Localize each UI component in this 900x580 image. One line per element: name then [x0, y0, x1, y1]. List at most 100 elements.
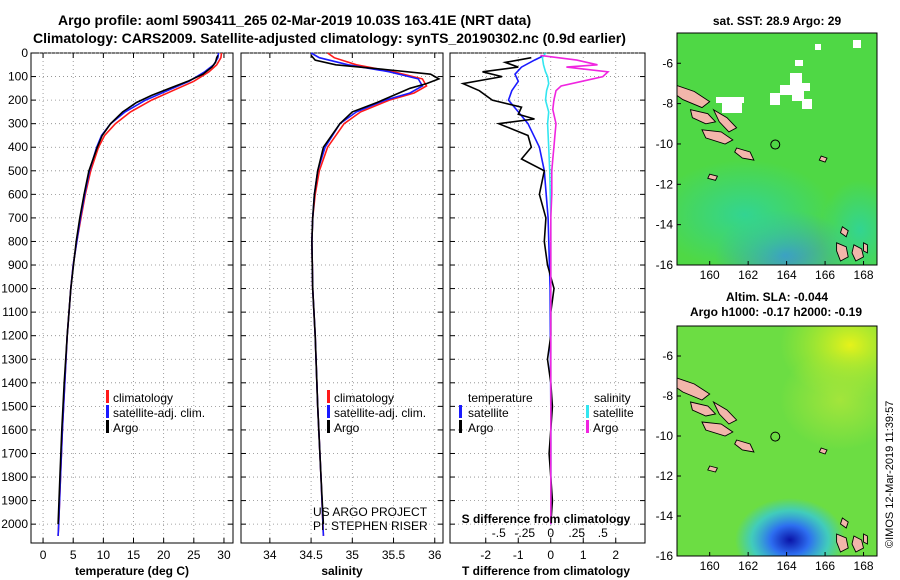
island	[712, 400, 738, 425]
island	[734, 439, 755, 453]
argo-location-marker	[770, 139, 781, 150]
legend-label-t-argo: Argo	[468, 421, 494, 435]
y-tick-label: 200	[8, 93, 28, 107]
legend-swatch-t-satellite	[459, 405, 462, 418]
island	[836, 533, 849, 553]
y-tick-label: 1600	[1, 423, 28, 437]
island	[836, 242, 849, 262]
x-tick-label: 20	[157, 548, 171, 562]
x-tick-label: 15	[127, 548, 141, 562]
y-tick-label: 600	[8, 187, 28, 201]
lon-tick-label: 168	[854, 559, 874, 573]
s-tick-label: .5	[598, 526, 608, 540]
y-tick-label: 1500	[1, 399, 28, 413]
temperature-panel: 0100200300400500600700800900100011001200…	[1, 46, 234, 578]
y-tick-label: 100	[8, 70, 28, 84]
x-tick-label: 0	[40, 548, 47, 562]
lat-tick-label: -14	[656, 218, 674, 232]
x-tick-label: 2	[612, 548, 619, 562]
lon-tick-label: 166	[815, 268, 835, 282]
sla-map-title: Altim. SLA: -0.044	[726, 290, 828, 304]
lon-tick-label: 166	[815, 559, 835, 573]
salinity-xlabel: salinity	[321, 564, 363, 578]
legend-title-salinity: salinity	[594, 391, 631, 405]
title-line-1: Argo profile: aoml 5903411_265 02-Mar-20…	[58, 12, 531, 28]
x-tick-label: 1	[580, 548, 587, 562]
island	[863, 242, 868, 254]
lon-tick-label: 162	[738, 268, 758, 282]
y-tick-label: 0	[21, 46, 28, 60]
island	[701, 421, 734, 437]
argo-location-marker	[770, 431, 781, 442]
island	[689, 401, 717, 417]
island	[839, 517, 849, 529]
s-tick-label: .25	[568, 526, 585, 540]
y-tick-label: 700	[8, 211, 28, 225]
x-tick-label: -2	[480, 548, 491, 562]
x-tick-label: 10	[97, 548, 111, 562]
sla-map-frame	[676, 325, 878, 557]
lon-tick-label: 162	[738, 559, 758, 573]
island	[707, 465, 719, 473]
legend-swatch-satellite	[106, 405, 109, 418]
y-tick-label: 1300	[1, 352, 28, 366]
island	[701, 129, 734, 145]
sst-map: sat. SST: 28.9 Argo: 29 160 162 164 166 168 -…	[656, 14, 878, 282]
x-tick-label: 34	[263, 548, 277, 562]
t-difference-xlabel: T difference from climatology	[462, 564, 630, 578]
lon-tick-label: 164	[777, 268, 797, 282]
legend-label-s-satellite: satellite	[593, 406, 634, 420]
legend-swatch-climatology	[106, 390, 109, 403]
cloud-mask	[716, 40, 861, 113]
sst-cool-patch	[820, 180, 877, 265]
island	[712, 108, 738, 133]
y-tick-label: 1200	[1, 329, 28, 343]
y-tick-label: 800	[8, 234, 28, 248]
island	[851, 535, 865, 553]
legend-swatch-t-argo	[459, 420, 462, 433]
difference-legend-right: salinity satellite Argo	[586, 391, 634, 435]
lon-tick-label: 160	[700, 268, 720, 282]
y-tick-label: 1000	[1, 282, 28, 296]
y-tick-label: 1800	[1, 470, 28, 484]
x-tick-label: -1	[513, 548, 524, 562]
x-tick-label: 0	[547, 548, 554, 562]
salinity-axes-frame	[240, 52, 444, 544]
s-tick-label: -.5	[492, 526, 506, 540]
legend-label-climatology: climatology	[113, 391, 173, 405]
y-tick-label: 1400	[1, 376, 28, 390]
x-tick-label: 30	[217, 548, 231, 562]
salinity-legend: climatology satellite-adj. clim. Argo	[327, 390, 426, 435]
lat-tick-label: -6	[662, 349, 673, 363]
island	[839, 225, 849, 238]
lon-tick-label: 168	[854, 268, 874, 282]
lat-tick-label: -16	[656, 549, 674, 563]
legend-title-temperature: temperature	[468, 391, 533, 405]
x-tick-label: 35.5	[382, 548, 406, 562]
legend-swatch-satellite	[327, 405, 330, 418]
y-tick-label: 2000	[1, 517, 28, 531]
s-difference-xlabel: S difference from climatology	[462, 512, 631, 526]
lat-tick-label: -14	[656, 509, 674, 523]
sla-map: Altim. SLA: -0.044 Argo h1000: -0.17 h20…	[656, 290, 878, 573]
legend-label-s-argo: Argo	[593, 421, 619, 435]
difference-series-t-argo	[460, 56, 555, 525]
legend-label-satellite: satellite-adj. clim.	[113, 406, 205, 420]
temperature-xlabel: temperature (deg C)	[75, 564, 189, 578]
x-tick-label: 34.5	[299, 548, 323, 562]
legend-swatch-argo	[327, 420, 330, 433]
temperature-axes-frame	[30, 52, 234, 544]
x-tick-label: 5	[70, 548, 77, 562]
lat-tick-label: -16	[656, 258, 674, 272]
lon-tick-label: 164	[777, 559, 797, 573]
y-tick-label: 1900	[1, 494, 28, 508]
sst-map-title: sat. SST: 28.9 Argo: 29	[713, 14, 842, 28]
credit-project: US ARGO PROJECT	[313, 505, 428, 519]
legend-swatch-climatology	[327, 390, 330, 403]
lat-tick-label: -8	[662, 389, 673, 403]
title-line-2: Climatology: CARS2009. Satellite-adjuste…	[33, 30, 626, 46]
difference-series-s-argo	[540, 54, 610, 525]
x-tick-label: 25	[187, 548, 201, 562]
x-tick-label: 36	[428, 548, 442, 562]
y-tick-label: 300	[8, 117, 28, 131]
